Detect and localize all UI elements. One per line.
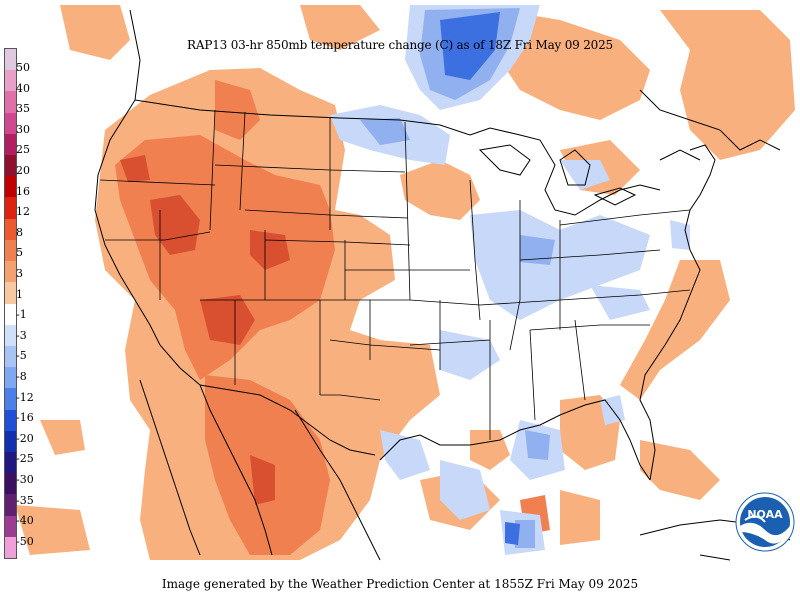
color-scale-label: -1: [16, 308, 27, 322]
map-title: RAP13 03-hr 850mb temperature change (C)…: [187, 38, 613, 52]
color-scale-label: 3: [16, 267, 23, 280]
cool-field-dark: [440, 12, 520, 545]
color-scale-label: -5: [16, 349, 27, 363]
color-scale-label: 1: [16, 287, 23, 301]
color-scale-label: 35: [16, 102, 30, 116]
color-scale-swatch: [5, 112, 16, 135]
color-scale-swatch: [5, 91, 16, 114]
color-scale-swatch: [5, 282, 16, 304]
color-scale-swatch: [5, 70, 16, 92]
color-scale-swatch: [5, 218, 16, 241]
warm-field-dark: [120, 155, 290, 505]
color-scale-label: -40: [16, 514, 34, 528]
color-scale-label: 30: [16, 122, 30, 136]
color-scale-swatch: [5, 324, 16, 347]
color-scale-swatch: [5, 367, 16, 389]
noaa-logo-text: NOAA: [747, 508, 783, 521]
color-scale-swatch: [5, 303, 16, 326]
color-scale-label: -35: [16, 493, 34, 507]
color-scale-label: 40: [16, 81, 30, 95]
temperature-change-map: [15, 5, 795, 561]
color-scale-swatch: [5, 155, 16, 177]
color-scale-label: 12: [16, 205, 30, 219]
color-scale-label: 25: [16, 143, 30, 157]
color-scale-label: -12: [16, 390, 34, 404]
color-scale-swatch: [5, 197, 16, 220]
color-scale-label: 8: [16, 225, 23, 239]
noaa-logo: NOAA: [735, 492, 795, 552]
color-scale-label: -30: [16, 473, 34, 486]
color-scale-label: -8: [16, 370, 27, 383]
color-scale-swatch: [5, 388, 16, 411]
color-scale-swatch: [5, 515, 16, 538]
color-scale-swatch: [5, 261, 16, 283]
color-scale-label: 20: [16, 164, 30, 177]
color-scale-label: -20: [16, 431, 34, 445]
color-scale-swatch: [5, 176, 16, 198]
color-scale-label: -25: [16, 452, 34, 466]
color-scale-label: -50: [16, 534, 34, 548]
color-scale-label: 50: [16, 61, 30, 74]
state-borders: [99, 109, 691, 440]
color-scale-swatch: [5, 536, 16, 559]
color-scale-swatch: [5, 430, 16, 453]
coastlines-and-borders: [94, 9, 791, 561]
color-scale-label: 5: [16, 246, 23, 260]
color-scale-swatch: [5, 133, 16, 156]
color-scale-swatch: [5, 451, 16, 474]
color-scale-swatch: [5, 49, 16, 71]
color-scale-swatch: [5, 494, 16, 517]
color-scale-label: 16: [16, 184, 30, 198]
color-scale-swatch: [5, 239, 16, 262]
color-scale-label: -3: [16, 328, 27, 342]
color-scale-label: -16: [16, 411, 34, 425]
color-scale-swatch: [5, 409, 16, 432]
color-scale-bar: [4, 48, 17, 559]
footer-caption: Image generated by the Weather Predictio…: [161, 577, 639, 591]
color-scale-swatch: [5, 473, 16, 495]
color-scale-swatch: [5, 345, 16, 368]
